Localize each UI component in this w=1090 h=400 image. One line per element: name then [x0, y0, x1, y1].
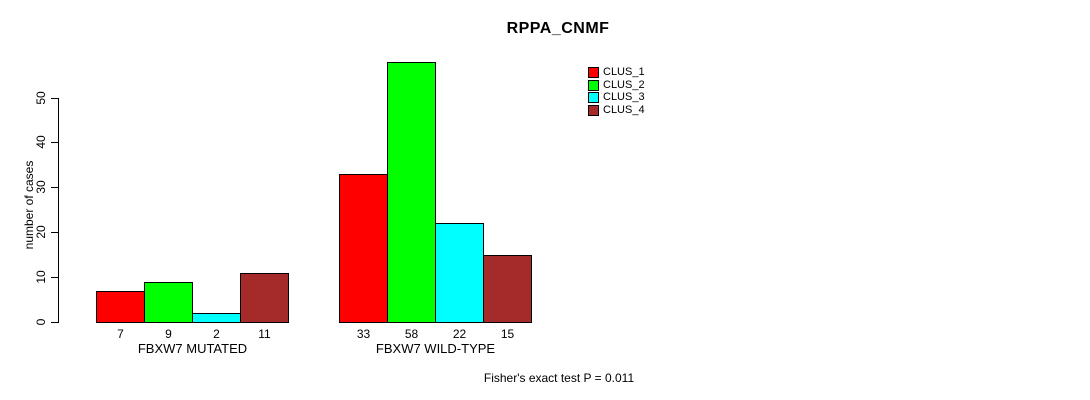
bar-value-label: 11 [258, 327, 271, 341]
legend-swatch-clus_3 [588, 91, 599, 103]
legend-swatch-clus_4 [588, 104, 599, 116]
y-tick-label: 10 [34, 270, 48, 284]
legend-item: CLUS_4 [588, 104, 645, 116]
y-tick [51, 277, 58, 278]
chart-title: RPPA_CNMF [506, 20, 610, 37]
legend-swatch-clus_1 [588, 66, 599, 78]
bar-clus_2 [387, 62, 436, 323]
bar-clus_1 [339, 174, 388, 323]
y-tick [51, 232, 58, 233]
legend-item-label: CLUS_3 [603, 90, 645, 103]
legend-swatch-clus_2 [588, 79, 599, 91]
legend-item-label: CLUS_1 [603, 65, 645, 78]
y-tick-label: 20 [34, 225, 48, 239]
legend-item-label: CLUS_4 [603, 103, 645, 116]
legend-item-label: CLUS_2 [603, 78, 645, 91]
y-axis-line [58, 98, 59, 323]
x-category-label: FBXW7 MUTATED [137, 341, 248, 356]
bar-value-label: 22 [452, 327, 467, 341]
y-tick-label: 50 [34, 91, 48, 105]
legend-item: CLUS_3 [588, 91, 645, 103]
legend-item: CLUS_2 [588, 79, 645, 91]
bar-clus_4 [483, 255, 532, 323]
y-tick [51, 98, 58, 99]
fisher-test-annotation: Fisher's exact test P = 0.011 [483, 371, 635, 385]
y-tick [51, 187, 58, 188]
bar-clus_1 [96, 291, 145, 323]
bar-clus_3 [192, 313, 241, 323]
y-tick [51, 322, 58, 323]
bar-value-label: 58 [404, 327, 419, 341]
y-tick [51, 142, 58, 143]
bar-value-label: 15 [500, 327, 515, 341]
bar-value-label: 33 [356, 327, 371, 341]
bar-clus_4 [240, 273, 289, 323]
bar-value-label: 9 [165, 327, 172, 341]
y-tick-label: 30 [34, 180, 48, 194]
bar-clus_2 [144, 282, 193, 323]
bar-value-label: 2 [213, 327, 220, 341]
x-category-label: FBXW7 WILD-TYPE [375, 341, 496, 356]
legend-item: CLUS_1 [588, 66, 645, 78]
y-tick-label: 0 [34, 318, 48, 326]
y-tick-label: 40 [34, 135, 48, 149]
bar-value-label: 7 [117, 327, 124, 341]
bar-clus_3 [435, 223, 484, 323]
